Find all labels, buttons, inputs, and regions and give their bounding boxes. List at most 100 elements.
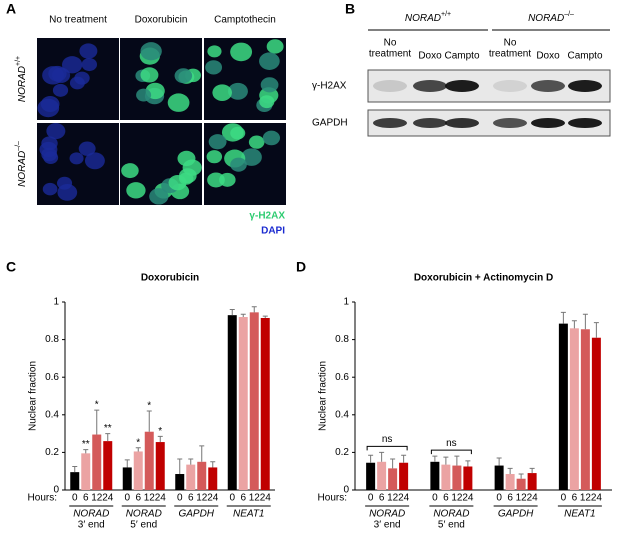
column-label: Doxorubicin	[135, 15, 188, 26]
lane-label: No	[504, 38, 517, 49]
nucleus	[248, 135, 265, 149]
x-tick-label: 12	[387, 493, 399, 504]
significance: **	[82, 439, 90, 450]
nucleus	[140, 67, 159, 83]
nucleus	[230, 42, 253, 62]
nucleus	[174, 68, 193, 84]
gene-name: NORAD	[528, 13, 564, 24]
nucleus	[207, 172, 225, 188]
x-tick-label: 24	[398, 493, 410, 504]
category-label: NORAD	[126, 509, 162, 520]
legend-entry: γ-H2AX	[249, 211, 285, 222]
lane-label: No	[384, 38, 397, 49]
significance: *	[158, 426, 162, 437]
significance: *	[95, 400, 99, 411]
x-tick-label: 12	[196, 493, 208, 504]
error-bar	[465, 460, 471, 467]
row-label: NORAD–/–	[15, 141, 27, 187]
y-axis-label: Nuclear fraction	[318, 361, 329, 431]
bar	[441, 464, 451, 490]
panel-label: D	[296, 259, 306, 275]
bar	[122, 467, 132, 490]
category-label: NORAD	[369, 509, 405, 520]
nucleus	[259, 52, 280, 70]
error-bar	[454, 455, 460, 466]
nucleus	[179, 172, 194, 185]
error-bar	[135, 447, 141, 452]
y-tick-label: 0.2	[45, 447, 59, 458]
nucleus	[260, 77, 279, 93]
nucleus	[74, 71, 90, 85]
x-tick-label: 6	[135, 493, 141, 504]
x-tick-label: 6	[240, 493, 246, 504]
bar	[227, 315, 237, 490]
category-sublabel: 3′ end	[374, 520, 401, 531]
band	[531, 118, 565, 128]
genotype: –/–	[15, 141, 22, 151]
bar	[591, 337, 601, 490]
column-label: Camptothecin	[214, 15, 276, 26]
bar	[208, 467, 218, 490]
nucleus	[126, 182, 146, 199]
error-bar	[529, 467, 535, 474]
bar	[430, 461, 440, 490]
chart-title: Doxorubicin + Actinomycin D	[414, 273, 553, 284]
band	[445, 80, 479, 92]
error-bar	[432, 455, 438, 462]
x-tick-label: 12	[91, 493, 103, 504]
x-tick-label: 24	[102, 493, 114, 504]
bar	[155, 442, 165, 490]
x-prefix: Hours:	[28, 493, 57, 504]
bar	[133, 451, 143, 490]
nucleus	[241, 148, 262, 166]
nucleus	[136, 88, 152, 102]
category-label: NORAD	[433, 509, 469, 520]
x-tick-label: 0	[496, 493, 502, 504]
nucleus	[212, 84, 232, 101]
bar	[527, 473, 537, 490]
band	[568, 118, 602, 128]
bar	[377, 461, 387, 490]
blot-label: γ-H2AX	[312, 81, 347, 92]
nucleus	[42, 182, 58, 196]
nucleus	[79, 43, 98, 59]
bar	[81, 453, 91, 490]
category-label: NEAT1	[564, 509, 596, 520]
y-tick-label: 0.2	[335, 447, 349, 458]
nucleus	[57, 184, 78, 201]
nucleus	[84, 152, 105, 170]
nucleus	[230, 126, 246, 140]
error-bar	[443, 456, 449, 465]
nucleus	[43, 151, 59, 164]
band	[493, 80, 527, 92]
band	[413, 80, 447, 92]
x-tick-label: 12	[144, 493, 156, 504]
bar	[399, 462, 409, 490]
y-tick-label: 1	[53, 297, 59, 308]
band	[445, 118, 479, 128]
category-label: GAPDH	[178, 509, 214, 520]
error-bar	[177, 458, 183, 475]
nucleus	[167, 93, 190, 112]
y-tick-label: 1	[343, 297, 349, 308]
bar	[175, 474, 185, 490]
band	[373, 118, 407, 128]
nucleus	[37, 98, 60, 118]
error-bar	[496, 457, 502, 466]
y-tick-label: 0.6	[335, 372, 349, 383]
error-bar	[262, 315, 268, 318]
nucleus	[149, 188, 169, 205]
y-tick-label: 0	[53, 485, 59, 496]
x-tick-label: 12	[451, 493, 463, 504]
x-tick-label: 24	[462, 493, 474, 504]
band	[493, 118, 527, 128]
bar	[580, 329, 590, 490]
category-sublabel: 3′ end	[78, 520, 105, 531]
bar	[249, 312, 259, 490]
panel-label: C	[6, 259, 16, 275]
nucleus	[207, 45, 222, 58]
lane-label: Campto	[567, 51, 602, 62]
nucleus	[69, 152, 84, 165]
